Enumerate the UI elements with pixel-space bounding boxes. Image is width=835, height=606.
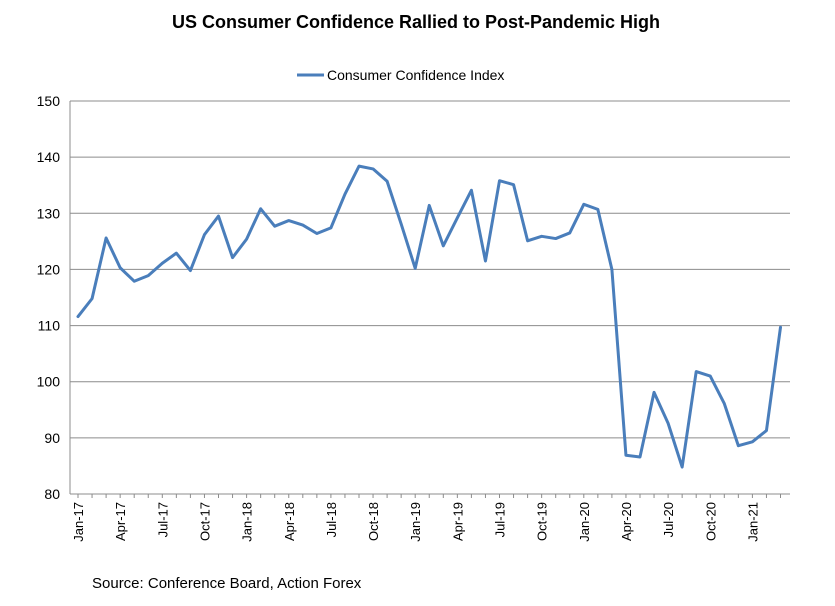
data-point [568,231,571,235]
data-point [329,226,333,230]
y-tick-label: 150 [37,93,61,109]
x-tick-label: Oct-17 [197,502,212,541]
x-tick-label: Apr-20 [619,502,634,541]
data-point [554,237,557,240]
y-tick-label: 80 [44,486,60,502]
data-point [512,183,515,186]
data-point [371,167,375,171]
y-tick-label: 140 [37,149,61,165]
data-point [428,204,431,207]
data-point [399,222,403,226]
x-tick-label: Jan-20 [577,502,592,542]
y-tick-label: 90 [44,430,60,446]
data-point [624,454,628,457]
x-tick-label: Oct-19 [535,502,550,541]
data-point [273,224,276,228]
data-point [596,208,600,211]
data-point [582,203,585,206]
x-tick-label: Jan-19 [408,502,423,542]
y-tick-label: 130 [37,205,61,221]
data-point [76,315,80,318]
series-line-0 [76,164,782,469]
x-tick-label: Jul-18 [324,502,339,537]
source-note: Source: Conference Board, Action Forex [92,575,362,592]
data-point [737,444,740,447]
data-point [287,219,290,222]
data-point [540,235,543,238]
data-point [456,216,459,219]
x-tick-label: Jul-19 [493,502,508,537]
data-point [104,236,108,240]
data-point [680,465,684,469]
data-point [709,374,712,378]
x-tick-label: Oct-20 [703,502,718,541]
y-axis-ticks: 80 90 100 110 120 130 140 150 [37,93,61,502]
data-point [118,266,122,269]
data-point [666,422,670,425]
data-point [357,164,361,168]
x-tick-label: Oct-18 [366,502,381,541]
data-point [161,262,164,265]
data-point [610,268,614,271]
data-point [259,207,262,210]
y-tick-label: 120 [37,261,61,277]
data-point [470,189,473,192]
x-tick-label: Jul-20 [661,502,676,537]
gridlines [70,100,790,439]
x-tick-label: Jul-17 [155,502,170,537]
data-point [231,256,234,259]
data-point [343,192,347,196]
data-point [484,259,487,263]
data-point [498,179,501,182]
x-tick-label: Jan-18 [240,502,255,542]
data-point [751,440,754,443]
data-point [385,180,389,183]
data-point [189,269,192,272]
series [76,164,782,469]
data-point [442,244,445,248]
data-point [133,280,136,283]
data-point [723,402,726,405]
y-tick-label: 110 [38,318,61,334]
data-point [414,267,417,270]
data-point [175,251,178,255]
legend-label: Consumer Confidence Index [327,67,504,83]
chart-title: US Consumer Confidence Rallied to Post-P… [172,12,660,32]
data-point [301,223,304,227]
data-point [217,214,220,218]
data-point [315,232,319,235]
data-point [147,274,150,277]
data-point [695,370,698,373]
x-tick-label: Apr-18 [282,502,297,541]
data-point [652,391,656,394]
x-tick-label: Apr-17 [113,502,128,541]
data-point [638,455,642,459]
legend: Consumer Confidence Index [297,67,504,83]
x-tick-label: Jan-17 [71,502,86,542]
x-tick-label: Jan-21 [745,502,760,542]
data-point [245,237,248,241]
axes [69,101,790,495]
data-point [765,429,768,432]
y-tick-label: 100 [37,374,61,390]
data-point [203,233,206,236]
data-point [90,297,94,300]
data-point [526,239,529,242]
data-point [779,326,782,329]
x-tick-label: Apr-19 [450,502,465,541]
x-axis-ticks: Jan-17 Apr-17 Jul-17 Oct-17 Jan-18 Apr-18 Jul-… [71,494,781,542]
